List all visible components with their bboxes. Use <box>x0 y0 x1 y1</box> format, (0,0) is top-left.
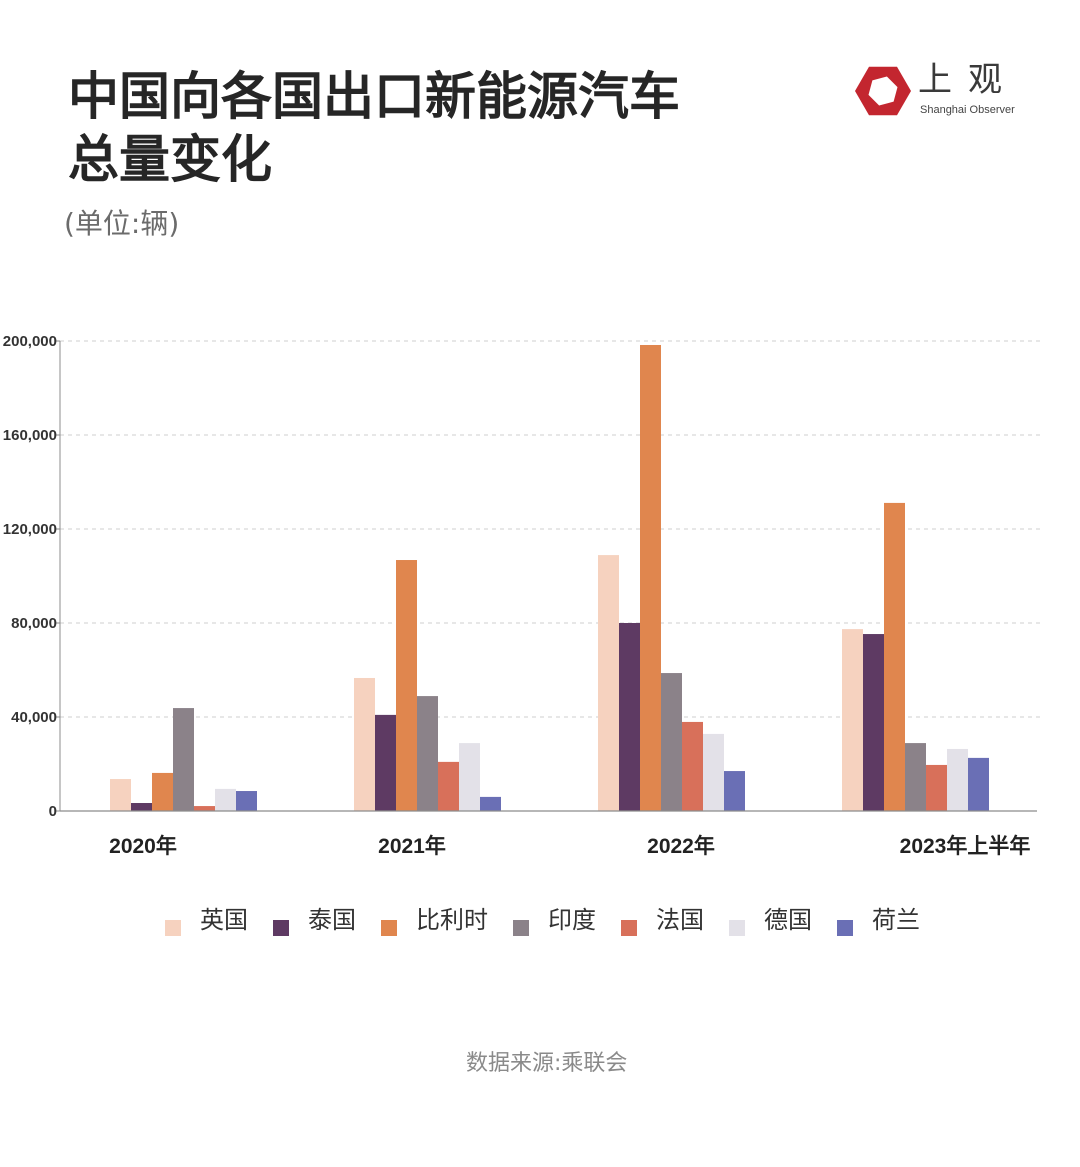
chart-title-line-1: 中国向各国出口新能源汽车 <box>68 68 681 127</box>
bar-category2-series5 <box>438 761 459 811</box>
x-tick-label: 2022年 <box>647 834 715 858</box>
x-tick-label: 2023年上半年 <box>900 834 1031 858</box>
bar-category2-series4 <box>417 696 438 811</box>
legend-label: 英国 <box>200 906 248 934</box>
bar-category2-series1 <box>354 677 375 811</box>
chart-title-line-2: 总量变化 <box>68 131 273 190</box>
bar-category1-series5 <box>194 806 215 811</box>
y-tick-label: 80,000 <box>11 615 57 632</box>
legend-item: 法国 <box>621 906 704 936</box>
bar-category1-series6 <box>215 788 236 811</box>
legend-label: 印度 <box>548 906 596 934</box>
bar-category4-series2 <box>863 634 884 811</box>
y-tick-label: 120,000 <box>3 521 57 538</box>
legend-label: 泰国 <box>308 906 356 934</box>
logo-inner-hexagon <box>868 76 898 106</box>
unit-note: (单位:辆) <box>64 207 180 240</box>
bar-category4-series4 <box>905 743 926 811</box>
x-tick-label: 2020年 <box>109 834 177 858</box>
bar-category3-series3 <box>640 344 661 811</box>
bar-category1-series7 <box>236 791 257 811</box>
x-tick-label: 2021年 <box>378 834 446 858</box>
legend-swatch <box>165 920 181 936</box>
legend-swatch <box>513 920 529 936</box>
bar-category4-series7 <box>968 757 989 811</box>
bar-category2-series2 <box>375 714 396 811</box>
chart-legend: 英国 泰国 比利时 印度 法国 德国 荷兰 <box>165 906 920 936</box>
y-tick-label: 40,000 <box>11 709 57 726</box>
legend-item: 比利时 <box>381 906 488 936</box>
legend-label: 法国 <box>656 906 704 934</box>
legend-swatch <box>621 920 637 936</box>
data-source-note: 数据来源:乘联会 <box>466 1051 628 1076</box>
legend-label: 比利时 <box>416 906 488 934</box>
bar-category3-series6 <box>703 733 724 811</box>
bar-category3-series4 <box>661 673 682 811</box>
legend-label: 荷兰 <box>872 906 920 934</box>
legend-item: 荷兰 <box>837 906 920 936</box>
y-tick-label: 160,000 <box>3 427 57 444</box>
bar-category4-series3 <box>884 502 905 811</box>
legend-item: 泰国 <box>273 906 356 936</box>
bar-category2-series6 <box>459 743 480 811</box>
bar-category4-series1 <box>842 629 863 811</box>
chart-title: 中国向各国出口新能源汽车 总量变化 <box>68 66 680 192</box>
y-tick-label: 200,000 <box>3 333 57 350</box>
y-tick-label: 0 <box>49 803 57 820</box>
bar-category4-series5 <box>926 764 947 811</box>
bar-category1-series4 <box>173 708 194 811</box>
bar-category3-series1 <box>598 555 619 811</box>
bar-category1-series2 <box>131 803 152 811</box>
legend-item: 英国 <box>165 906 248 936</box>
bar-category2-series7 <box>480 796 501 811</box>
legend-label: 德国 <box>764 906 812 934</box>
bar-chart: 0 40,000 80,000 120,000 160,000 200,000 2020年 2… <box>3 333 1040 858</box>
bar-category3-series7 <box>724 771 745 811</box>
logo-subtitle: Shanghai Observer <box>920 104 1015 116</box>
bar-category4-series6 <box>947 748 968 811</box>
hexagon-shutter-icon <box>855 66 911 116</box>
legend-swatch <box>381 920 397 936</box>
legend-item: 印度 <box>513 906 596 936</box>
bar-category3-series2 <box>619 623 640 811</box>
legend-swatch <box>729 920 745 936</box>
bar-category3-series5 <box>682 721 703 811</box>
bar-category1-series1 <box>110 779 131 811</box>
logo-wordmark: 上观 <box>918 60 1018 100</box>
legend-item: 德国 <box>729 906 812 936</box>
bar-category1-series3 <box>152 772 173 811</box>
bar-category2-series3 <box>396 560 417 811</box>
legend-swatch <box>837 920 853 936</box>
legend-swatch <box>273 920 289 936</box>
